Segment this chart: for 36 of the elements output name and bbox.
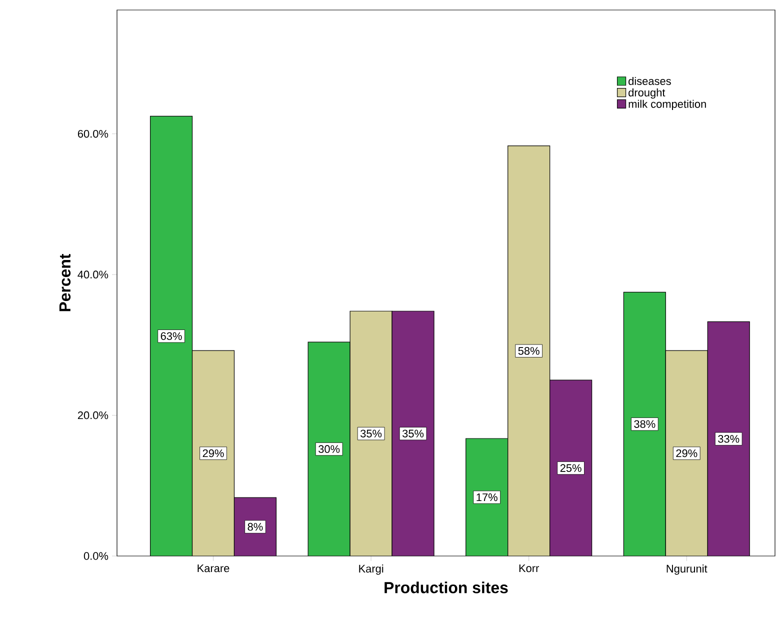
data-label: 35% [402,430,424,438]
data-label: 17% [476,493,498,502]
bar [550,380,592,556]
bar [623,292,666,556]
bar [466,438,508,556]
x-tick-label: Kargi [359,564,384,575]
data-label: 25% [560,464,582,472]
x-tick-label: Karare [198,564,230,572]
data-label: 29% [202,449,224,458]
bar [707,321,750,556]
data-label: 33% [718,434,740,443]
data-label: 35% [360,430,382,438]
data-label: 38% [634,420,656,428]
data-label: 8% [248,522,263,531]
legend-label: drought [628,88,666,99]
data-label: 29% [676,449,698,458]
bar [308,342,350,556]
bar [150,116,192,556]
x-tick-label: Ngurunit [666,564,708,575]
legend-label: diseases [628,76,671,86]
bar [508,145,550,556]
x-tick-label: Korr [519,564,540,572]
x-axis-title: Production sites [384,582,508,594]
bar [392,310,434,556]
y-axis-title: Percent [59,254,71,312]
y-tick-label: 60.0% [78,130,108,138]
bar [665,350,708,556]
legend-label: milk competition [628,100,706,110]
y-tick-label: 0.0% [84,552,108,560]
data-label: 30% [318,445,340,453]
y-tick-label: 40.0% [78,270,108,278]
y-tick-label: 20.0% [78,411,108,420]
bar [350,310,392,556]
bar [192,350,234,556]
data-label: 63% [160,332,182,340]
data-label: 58% [518,347,540,355]
